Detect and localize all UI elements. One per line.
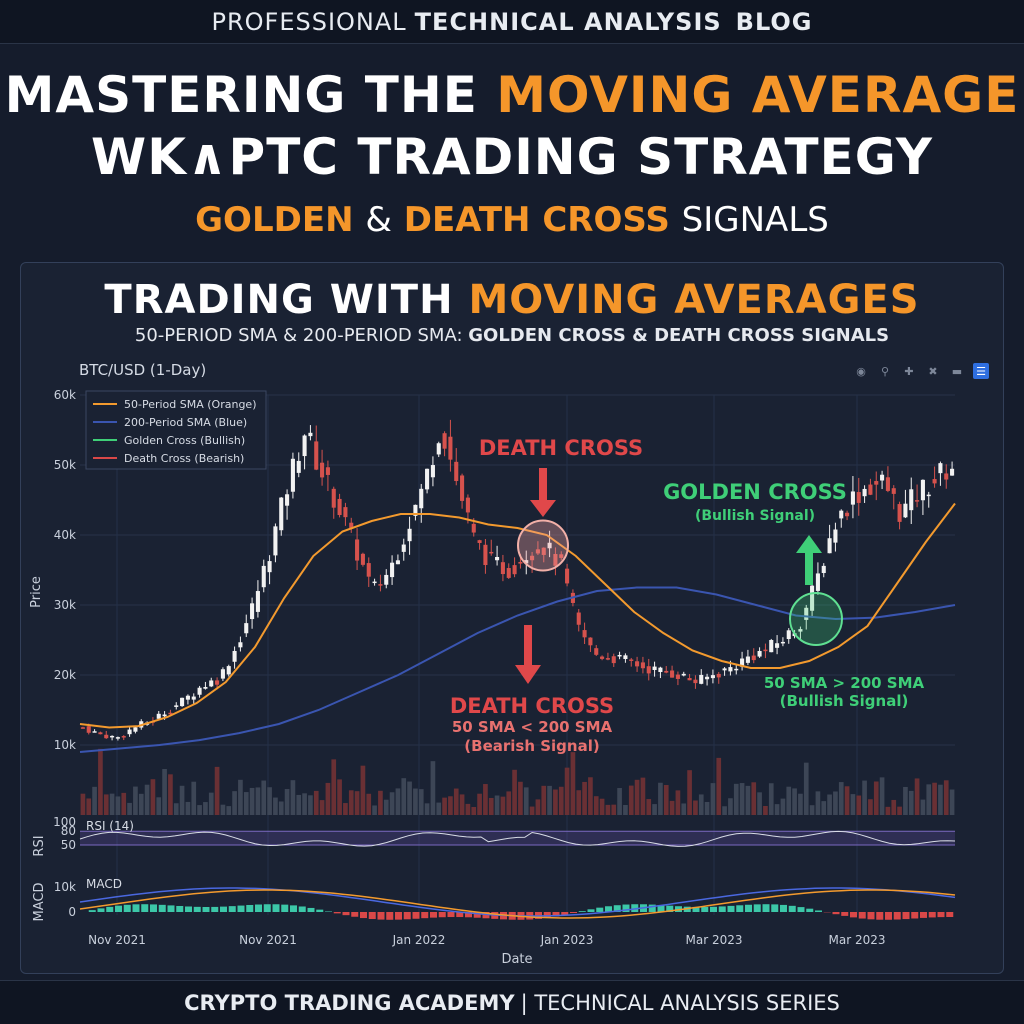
zoom-icon[interactable]: ⚲ — [880, 364, 890, 378]
panel-subtitle-plain: 50-PERIOD SMA & 200-PERIOD SMA: — [134, 325, 463, 346]
title-orange: MOVING AVERAGE — [496, 66, 1020, 124]
brand-tail: BLOG — [735, 7, 813, 36]
panel-title: TRADING WITH MOVING AVERAGES — [21, 277, 1003, 323]
panel-subtitle: 50-PERIOD SMA & 200-PERIOD SMA: GOLDEN C… — [21, 325, 1003, 346]
main-subtitle: GOLDEN & DEATH CROSS SIGNALS — [0, 200, 1024, 240]
subtitle-golden: GOLDEN — [195, 200, 354, 240]
footer: CRYPTO TRADING ACADEMY | TECHNICAL ANALY… — [0, 980, 1024, 1024]
panel-subtitle-bold: GOLDEN CROSS & DEATH CROSS SIGNALS — [468, 325, 890, 346]
reset-icon[interactable]: ▬ — [951, 364, 963, 378]
chart-panel: TRADING WITH MOVING AVERAGES 50-PERIOD S… — [20, 262, 1004, 974]
footer-rest: | TECHNICAL ANALYSIS SERIES — [520, 990, 840, 1015]
chart-toolbar: ◉ ⚲ ✚ ✖ ▬ ☰ — [853, 363, 989, 379]
menu-icon[interactable]: ☰ — [973, 363, 989, 379]
blog-header: PROFESSIONAL TECHNICAL ANALYSIS BLOG — [0, 0, 1024, 44]
pan-icon[interactable]: ✚ — [904, 364, 914, 378]
camera-icon[interactable]: ◉ — [856, 364, 866, 378]
brand-bold: TECHNICAL ANALYSIS — [414, 7, 722, 36]
panel-title-orange: MOVING AVERAGES — [468, 277, 920, 323]
subtitle-death: DEATH CROSS — [403, 200, 670, 240]
subtitle-amp: & — [365, 200, 392, 240]
footer-bold: CRYPTO TRADING ACADEMY — [184, 990, 515, 1015]
subtitle-signals: SIGNALS — [681, 200, 829, 240]
title-white: MASTERING THE — [4, 66, 478, 124]
panel-title-white: TRADING WITH — [104, 277, 454, 323]
main-title-line1: MASTERING THE MOVING AVERAGE — [0, 66, 1024, 124]
main-title-line2: WK∧PTC TRADING STRATEGY — [91, 128, 933, 186]
chart-ticker: BTC/USD (1-Day) — [79, 361, 207, 379]
autoscale-icon[interactable]: ✖ — [928, 364, 938, 378]
brand-light: PROFESSIONAL — [211, 7, 407, 36]
